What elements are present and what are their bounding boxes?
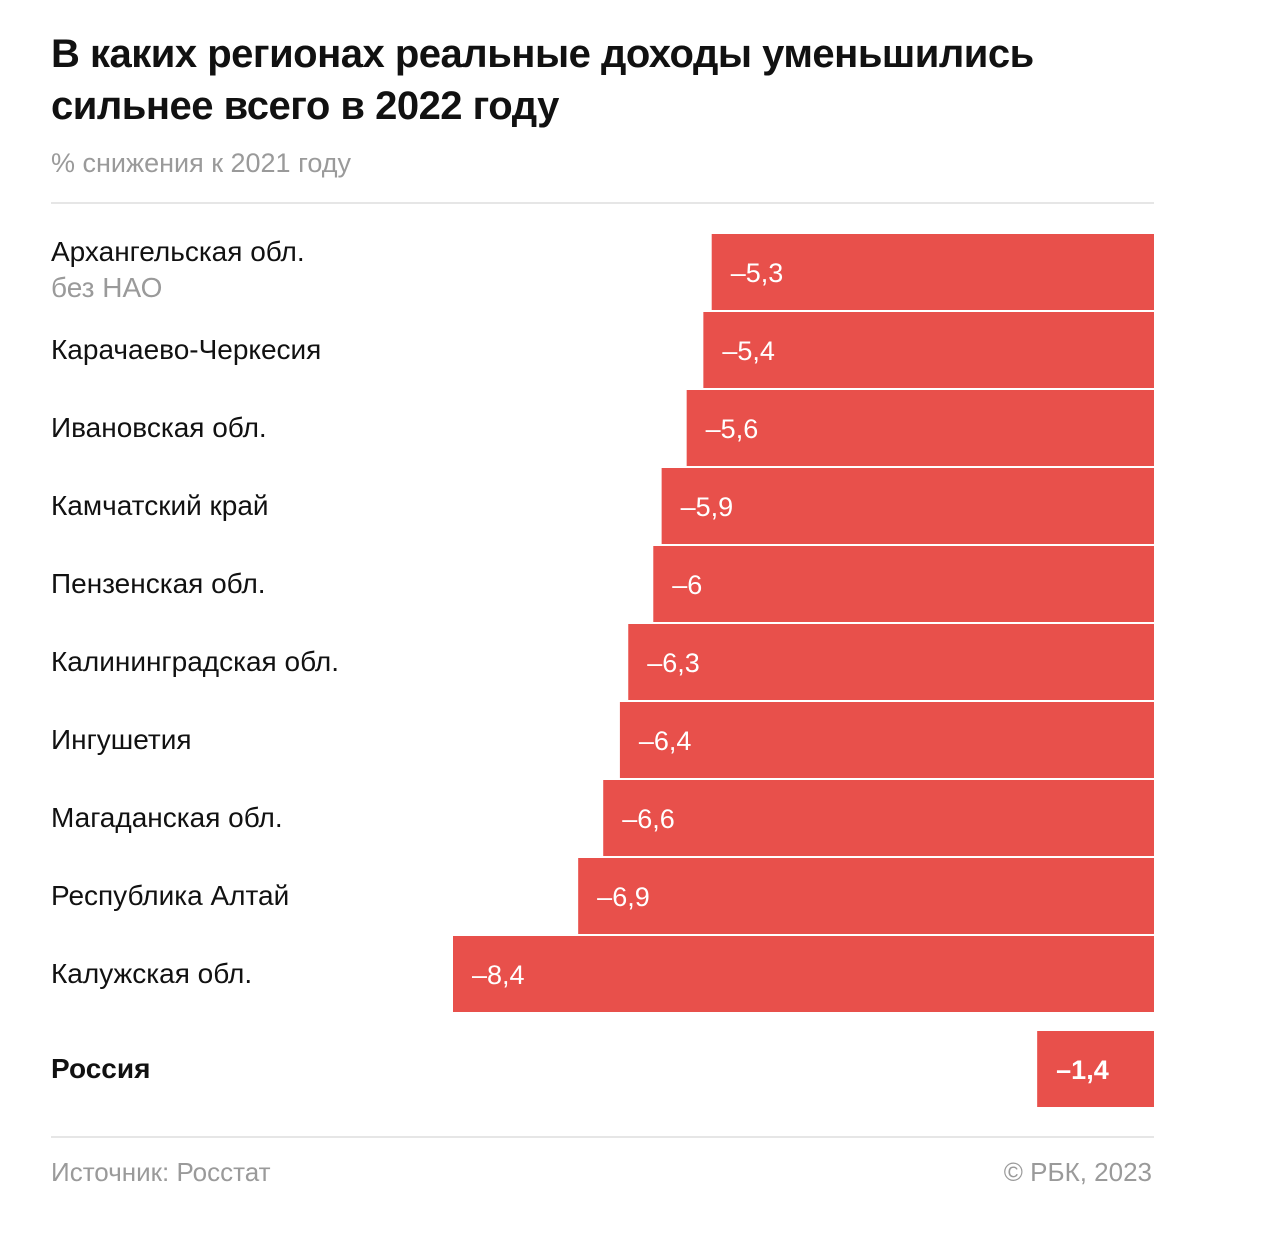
value-label-1: –5,4 [722,336,775,366]
bar-5 [628,624,1154,700]
value-label-0: –5,3 [731,258,784,288]
value-label-7: –6,6 [622,804,675,834]
source-note: Источник: Росстат [51,1157,271,1187]
bar-6 [619,702,1154,778]
category-label-total: Россия [51,1051,150,1087]
category-label-9: Калужская обл. [51,956,252,992]
bar-2 [686,390,1154,466]
value-label-6: –6,4 [639,726,692,756]
value-label-total: –1,4 [1056,1055,1109,1085]
value-label-5: –6,3 [647,648,700,678]
bar-8 [578,858,1154,934]
bar-3 [661,468,1154,544]
value-label-8: –6,9 [597,882,650,912]
bottom-divider [51,1136,1154,1138]
category-label-6: Ингушетия [51,722,192,758]
category-name: Пензенская обл. [51,568,266,599]
bar-total [1037,1031,1154,1107]
bar-7 [603,780,1154,856]
bar-4 [653,546,1154,622]
category-name: Калининградская обл. [51,646,339,677]
category-name: Россия [51,1053,151,1084]
category-label-7: Магаданская обл. [51,800,283,836]
category-name: Ивановская обл. [51,412,267,443]
chart-subtitle: % снижения к 2021 году [51,148,352,178]
category-name: Ингушетия [51,724,192,755]
category-label-8: Республика Алтай [51,878,289,914]
value-label-2: –5,6 [706,414,759,444]
category-name: Камчатский край [51,490,269,521]
bar-0 [711,234,1154,310]
bar-9 [453,936,1154,1012]
top-divider [51,202,1154,204]
category-label-5: Калининградская обл. [51,644,339,680]
value-label-9: –8,4 [472,960,525,990]
category-name: Архангельская обл. [51,236,305,267]
value-label-4: –6 [672,570,702,600]
category-label-4: Пензенская обл. [51,566,266,602]
value-label-3: –5,9 [681,492,734,522]
copyright-note: © РБК, 2023 [1003,1157,1152,1187]
category-name: Карачаево-Черкесия [51,334,322,365]
category-label-1: Карачаево-Черкесия [51,332,321,368]
chart-title: В каких регионах реальные доходы уменьши… [51,32,1034,128]
category-name: Магаданская обл. [51,802,283,833]
category-name: Калужская обл. [51,958,253,989]
category-label-0: Архангельская обл. без НАО [51,234,305,306]
category-name: Республика Алтай [51,880,290,911]
bar-1 [703,312,1154,388]
category-label-3: Камчатский край [51,488,269,524]
category-label-2: Ивановская обл. [51,410,267,446]
category-note: без НАО [51,272,163,303]
